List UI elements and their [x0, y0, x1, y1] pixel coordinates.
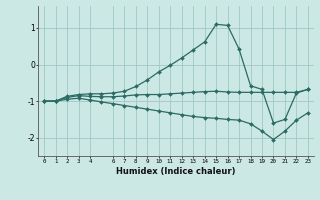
X-axis label: Humidex (Indice chaleur): Humidex (Indice chaleur) [116, 167, 236, 176]
